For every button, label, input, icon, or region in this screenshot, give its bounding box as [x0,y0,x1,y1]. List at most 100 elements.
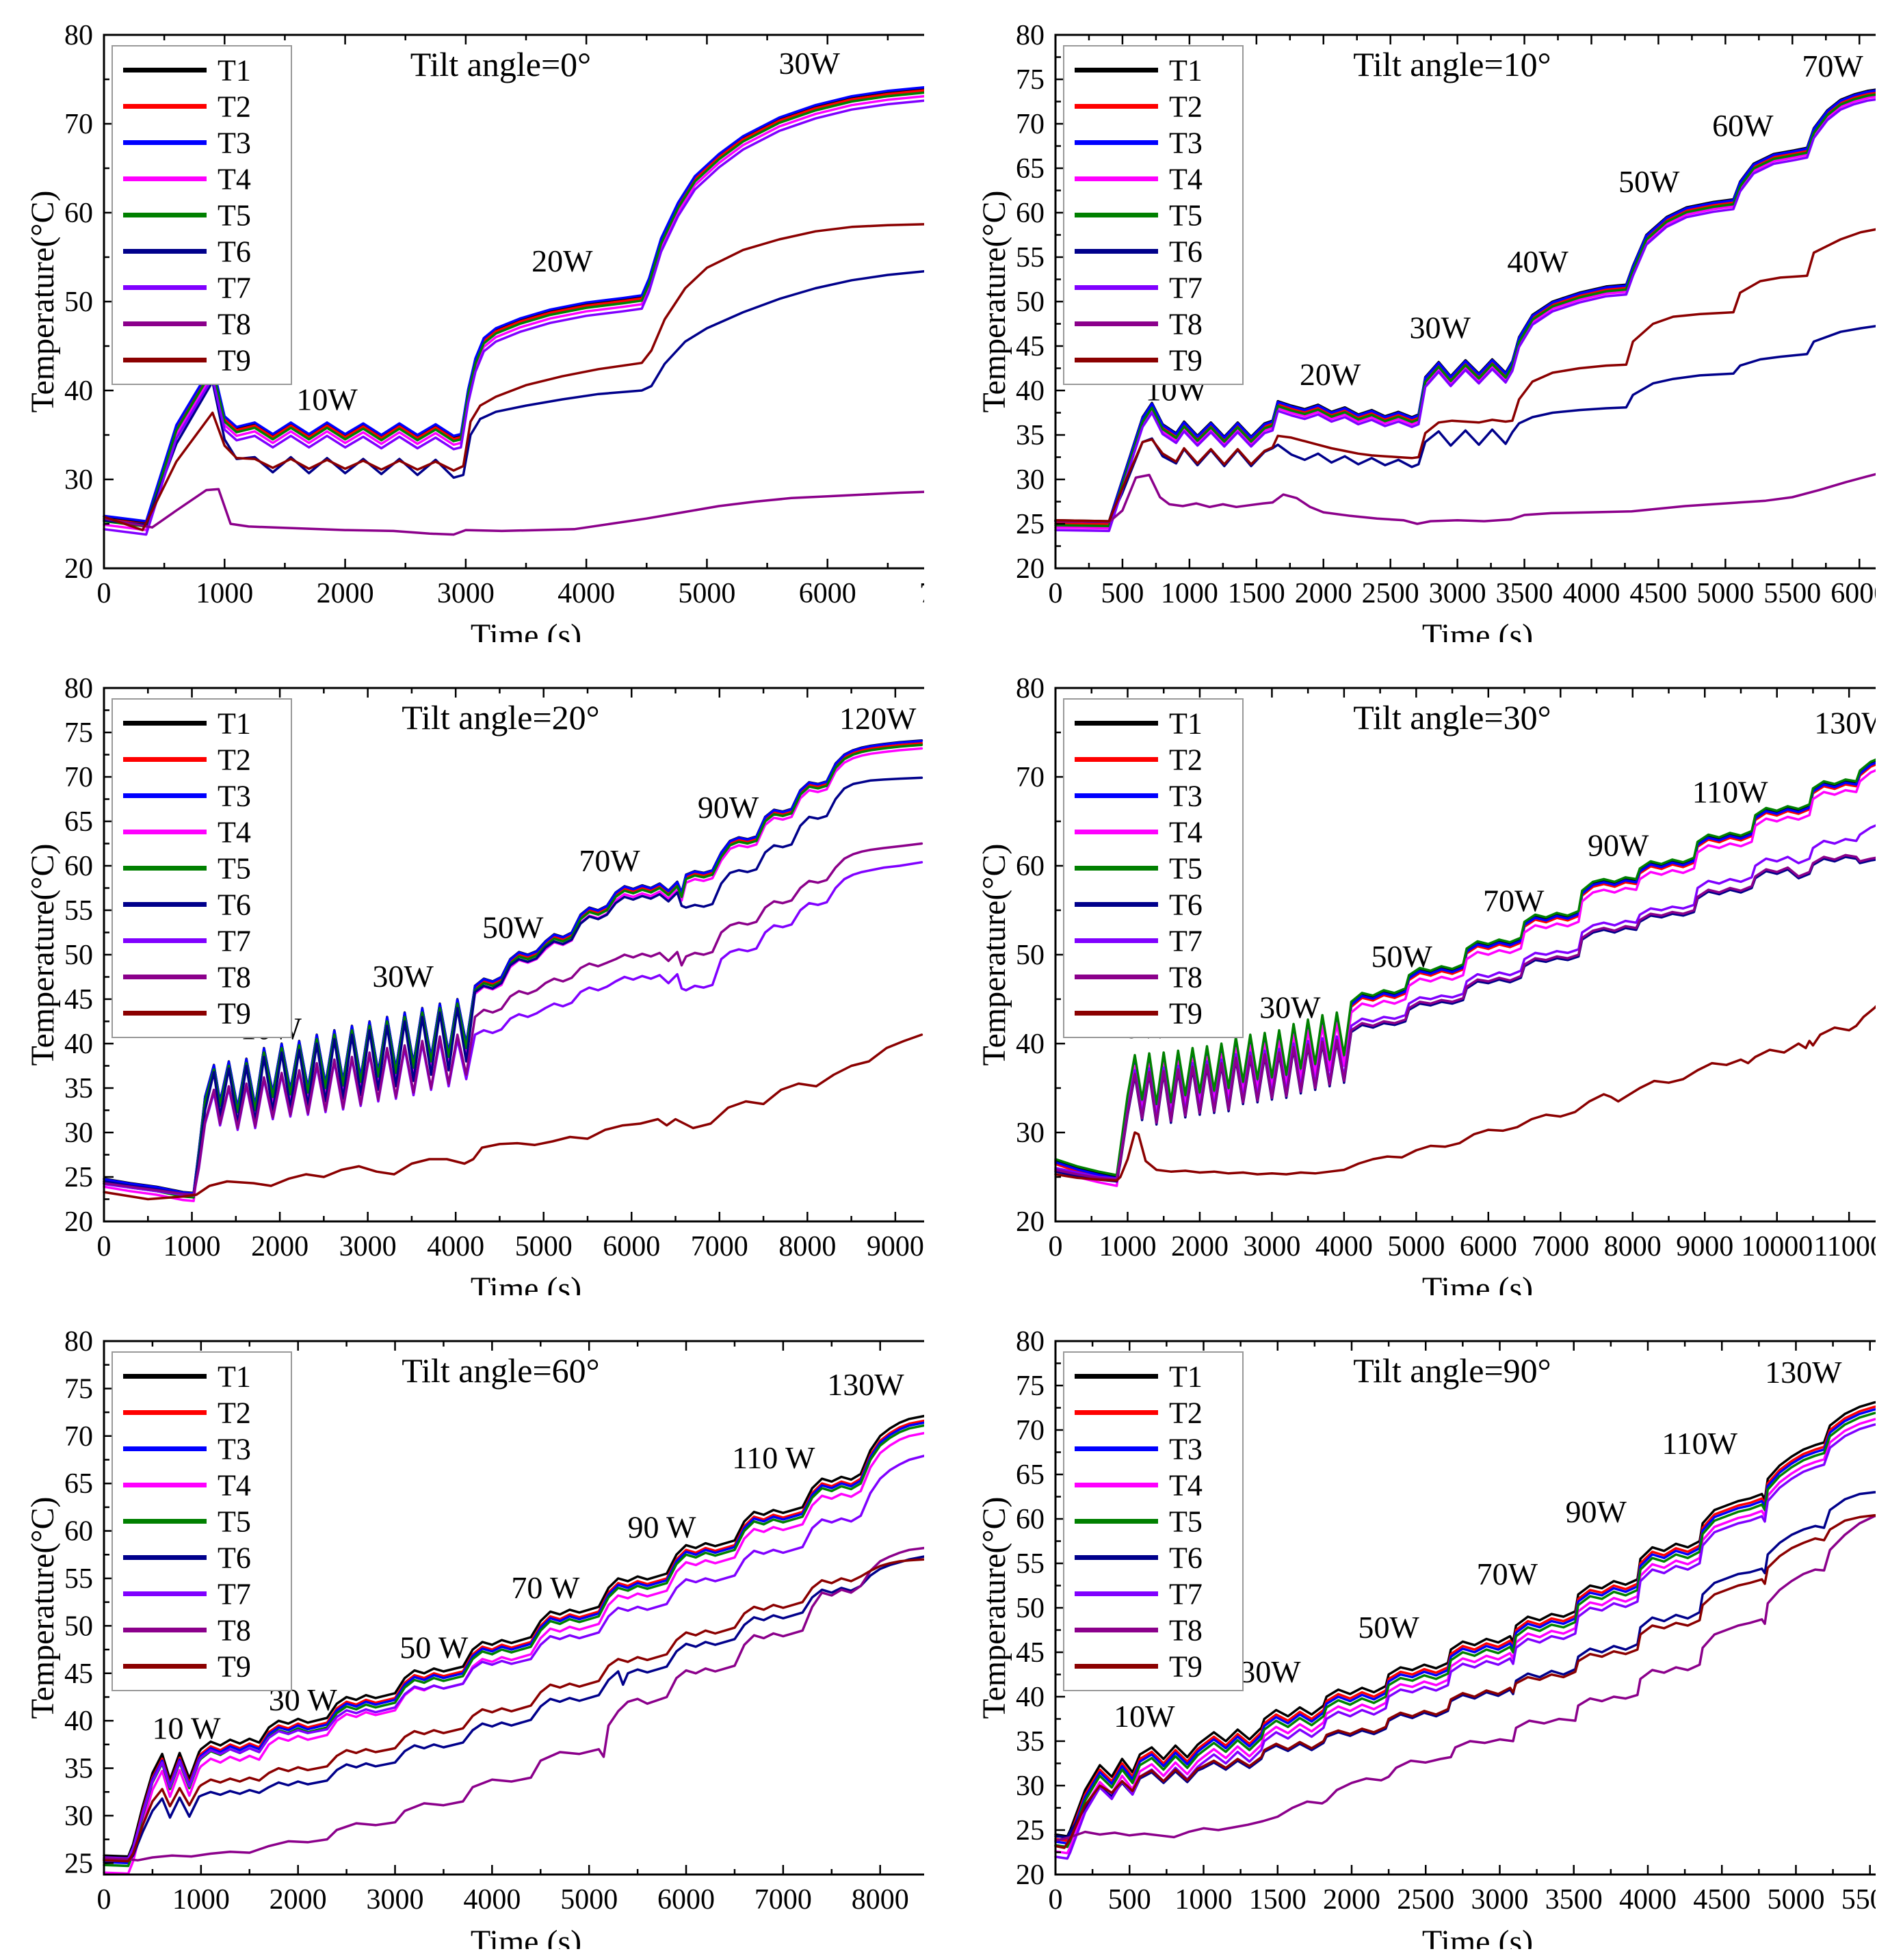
chart-panel-tilt-30: 0 1000 2000 3000 4000 5000 6000 7000 8000 9000 100… [979,664,1876,1295]
power-annotation: 10 W [153,1711,222,1746]
y-tick-label: 50 [1016,940,1045,971]
series-line-T4 [1054,95,1876,530]
legend-label-T5: T5 [1169,199,1203,233]
power-annotation: 70W [1802,49,1863,83]
power-annotation: 90W [1565,1494,1627,1529]
y-tick-label: 60 [64,851,93,882]
x-tick-label: 2000 [1171,1231,1229,1262]
legend-label-T3: T3 [1169,127,1203,160]
y-tick-label: 40 [64,1029,93,1060]
power-annotation: 110W [1662,1426,1737,1461]
legend-label-T5: T5 [218,199,251,233]
y-tick-label: 65 [1016,1459,1045,1491]
y-tick-label: 80 [64,1326,93,1358]
y-tick-label: 50 [1016,1593,1045,1624]
x-tick-label: 3000 [1243,1231,1300,1262]
x-tick-label: 6000 [1460,1231,1517,1262]
legend-label-T4: T4 [218,816,251,849]
series-line-T8 [103,488,924,536]
y-tick-label: 50 [64,1611,93,1642]
chart-root: 0 500 1000 1500 2000 2500 3000 3500 4000 4500 5000… [979,1326,1876,1949]
legend-label-T9: T9 [1169,1650,1203,1684]
power-annotation: 120W [839,701,917,736]
legend-label-T3: T3 [218,1433,251,1466]
power-annotation: 130W [1814,705,1876,740]
power-annotation: 70 W [511,1570,580,1605]
x-tick-label: 7000 [754,1884,812,1916]
y-tick-label: 35 [1016,1726,1045,1758]
axis-ticks [1054,687,1850,1223]
y-tick-label: 65 [64,1468,93,1500]
chart-tilt-90: 0 500 1000 1500 2000 2500 3000 3500 4000 4500 5000… [979,1326,1876,1949]
y-tick-label: 75 [64,1373,93,1405]
x-tick-label: 0 [1049,578,1063,609]
legend-label-T7: T7 [218,925,251,958]
y-tick-label: 80 [64,20,93,51]
x-tick-label: 6000 [1830,578,1876,609]
x-tick-label: 4000 [1562,578,1620,609]
y-tick-label: 75 [1016,1370,1045,1402]
x-tick-label: 1500 [1228,578,1285,609]
x-tick-label: 9000 [1676,1231,1733,1262]
legend-label-T3: T3 [218,127,251,160]
legend-label-T8: T8 [1169,961,1203,994]
x-tick-label: 8000 [1604,1231,1662,1262]
series-line-T9 [103,1558,924,1863]
x-tick-label: 0 [97,1884,111,1916]
x-tick-label: 5000 [1387,1231,1445,1262]
x-tick-label: 5000 [1696,578,1754,609]
chart-panel-tilt-20: 0 1000 2000 3000 4000 5000 6000 7000 8000 9000 20 2… [27,664,924,1295]
tick-labels: 0 1000 2000 3000 4000 5000 6000 7000 8000 9000 100… [1016,673,1876,1262]
power-annotation: 50W [1372,939,1433,974]
power-annotation: 70W [1483,883,1545,918]
y-tick-label: 40 [64,375,93,407]
series-line-T2 [103,1419,924,1863]
chart-panel-tilt-0: 0 1000 2000 3000 4000 5000 6000 7000 20 30 40 50 60 7… [27,11,924,642]
x-tick-label: 6000 [603,1231,660,1262]
power-annotation: 70W [579,843,640,878]
legend-label-T4: T4 [218,1469,251,1502]
y-tick-label: 60 [64,198,93,229]
chart-title: Tilt angle=30° [1353,698,1551,737]
legend-label-T2: T2 [218,743,251,777]
x-tick-label: 10000 [1741,1231,1813,1262]
y-tick-label: 70 [1016,109,1045,140]
power-annotation: 90W [1588,828,1649,863]
x-tick-label: 4500 [1629,578,1687,609]
y-tick-label: 80 [1016,20,1045,51]
series-group [103,85,924,536]
legend-label-T4: T4 [1169,816,1203,849]
y-tick-label: 40 [1016,1029,1045,1060]
legend-label-T4: T4 [218,163,251,196]
legend-label-T6: T6 [1169,1541,1203,1575]
y-tick-label: 45 [64,984,93,1016]
x-tick-label: 3000 [1429,578,1486,609]
power-annotation: 110 W [732,1440,815,1475]
legend-label-T7: T7 [218,1578,251,1611]
y-tick-label: 80 [1016,673,1045,704]
y-tick-label: 40 [64,1706,93,1737]
y-tick-label: 80 [1016,1326,1045,1358]
y-tick-label: 65 [1016,153,1045,185]
legend-label-T6: T6 [1169,888,1203,922]
x-tick-label: 5500 [1841,1884,1876,1916]
y-tick-label: 45 [64,1658,93,1690]
tick-labels: 0 1000 2000 3000 4000 5000 6000 7000 20 30 40 50 60 7… [64,20,924,609]
y-tick-label: 30 [1016,1117,1045,1149]
x-tick-label: 5000 [560,1884,618,1916]
series-line-T8 [103,1546,924,1862]
legend-label-T8: T8 [218,308,251,341]
series-line-T9 [1054,228,1876,522]
plot-frame [103,1340,924,1876]
legend-label-T2: T2 [218,90,251,124]
x-tick-label: 1000 [1099,1231,1156,1262]
x-tick-label: 4000 [1315,1231,1373,1262]
y-tick-label: 80 [64,673,93,704]
y-tick-label: 25 [64,1848,93,1879]
tick-labels: 0 1000 2000 3000 4000 5000 6000 7000 8000 25 30 35 4… [64,1326,909,1916]
series-group [1054,758,1876,1187]
y-tick-label: 70 [1016,762,1045,793]
